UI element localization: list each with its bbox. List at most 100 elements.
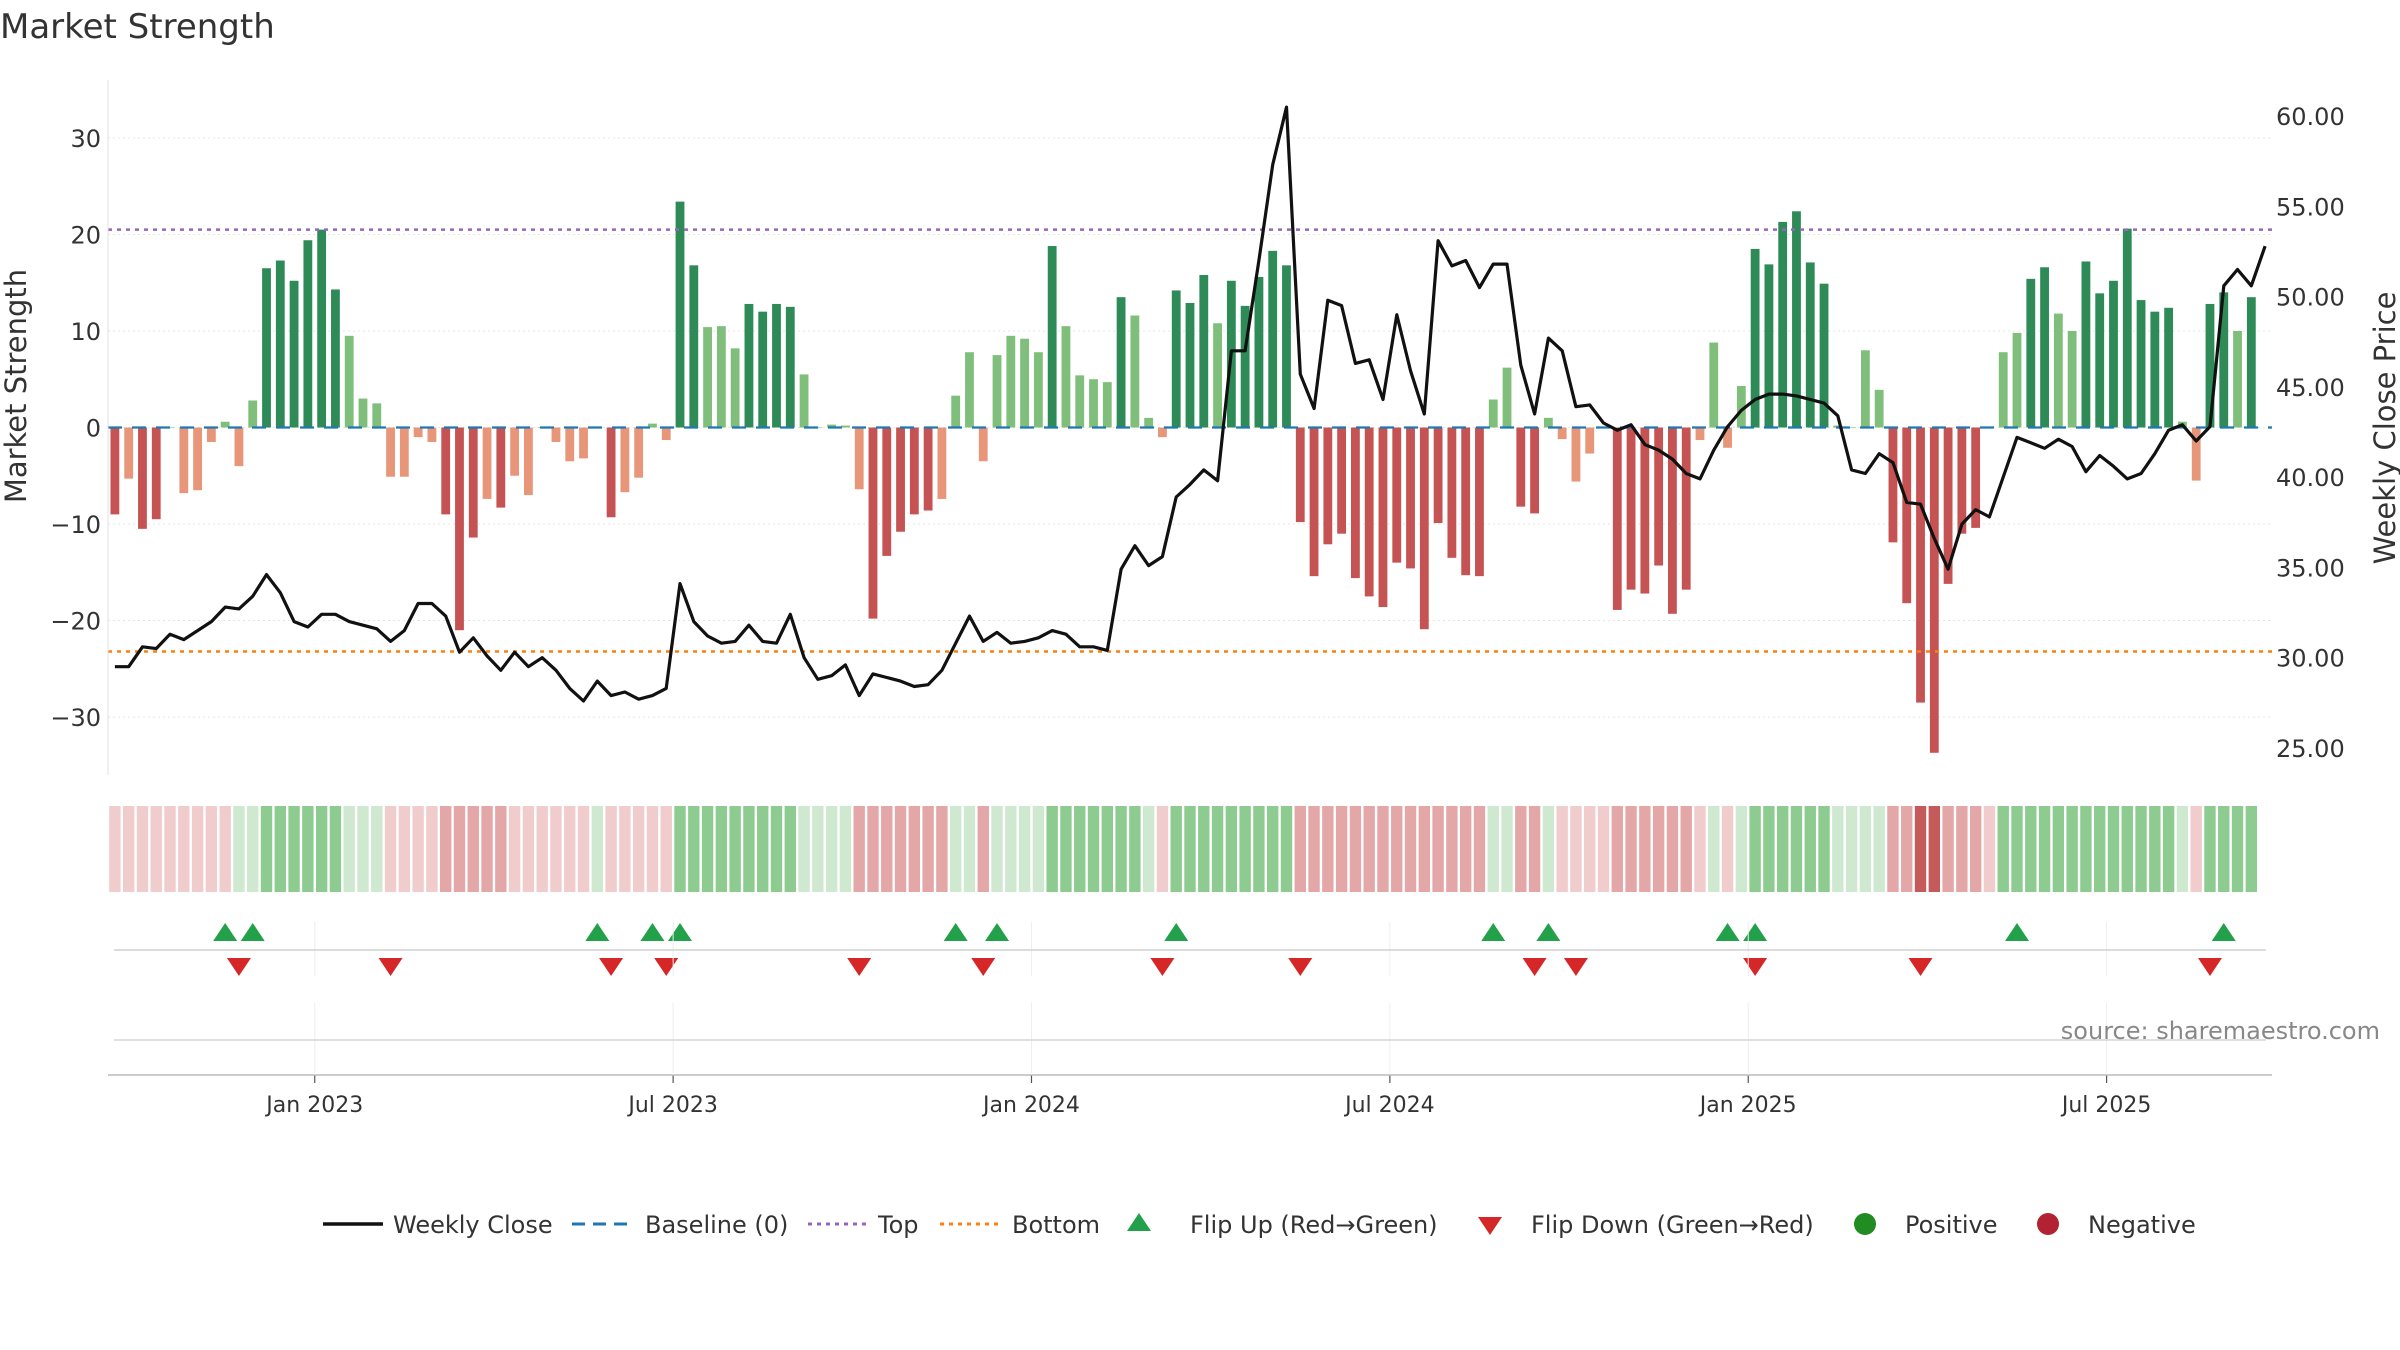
regime-cell <box>1873 806 1885 892</box>
x-tick-label: Jul 2025 <box>2060 1093 2152 1118</box>
strength-bar <box>1089 379 1098 428</box>
regime-cell <box>1487 806 1499 892</box>
regime-cell <box>2176 806 2189 892</box>
strength-bar <box>1364 427 1374 597</box>
regime-cell <box>302 806 314 892</box>
flip-up-triangle-icon <box>2211 923 2236 941</box>
strength-bar <box>234 427 244 467</box>
regime-cell <box>398 806 411 892</box>
regime-cell <box>2121 806 2133 892</box>
strength-bar <box>1723 427 1732 448</box>
strength-bar <box>372 403 382 428</box>
regime-cell <box>1446 806 1458 892</box>
strength-bar <box>179 427 189 494</box>
strength-bar <box>1020 338 1030 428</box>
strength-bar <box>1805 262 1815 428</box>
strength-bar <box>427 427 437 442</box>
flip-up-triangle-icon <box>2005 923 2030 941</box>
strength-bar <box>1681 427 1691 590</box>
regime-cell <box>1115 806 1127 892</box>
regime-cell <box>2011 806 2023 892</box>
strength-bar <box>1819 283 1829 428</box>
legend-negative-dot-icon <box>2037 1213 2059 1235</box>
flip-down-triangle-icon <box>847 958 872 976</box>
regime-cell <box>1556 806 1568 892</box>
strength-bar <box>1957 427 1967 534</box>
strength-bar <box>648 423 657 428</box>
strength-bar <box>1130 315 1140 428</box>
strength-bar <box>1171 290 1181 428</box>
regime-cell <box>908 806 921 892</box>
strength-bar <box>1943 427 1953 584</box>
strength-bar <box>2081 261 2091 428</box>
regime-cell <box>577 806 590 892</box>
strength-bar <box>2136 300 2146 428</box>
flip-up-triangle-icon <box>640 923 665 941</box>
strength-bar <box>1668 427 1677 614</box>
flip-down-triangle-icon <box>1908 958 1933 976</box>
flip-up-triangle-icon <box>943 923 968 941</box>
strength-bar <box>909 427 919 515</box>
x-tick-label: Jul 2024 <box>1343 1093 1435 1118</box>
regime-cell <box>178 806 190 892</box>
regime-cell <box>274 806 286 892</box>
strength-bars <box>110 201 2256 753</box>
strength-bar <box>772 303 781 428</box>
flip-down-triangle-icon <box>1288 958 1313 976</box>
legend-flip-down: Flip Down (Green→Red) <box>1531 1211 1814 1239</box>
strength-bar <box>2040 267 2049 428</box>
flip-up-triangle-icon <box>1536 923 1561 941</box>
regime-cell <box>260 806 273 892</box>
regime-cell <box>136 806 149 892</box>
regime-cell <box>1198 806 1210 892</box>
strength-bar <box>2191 427 2201 481</box>
regime-cell <box>1584 806 1596 892</box>
regime-cell <box>508 806 521 892</box>
regime-cell <box>1294 806 1306 892</box>
strength-bar <box>730 348 740 428</box>
strength-bar <box>151 427 161 520</box>
regime-cell <box>894 806 907 892</box>
strength-bar <box>978 427 988 462</box>
regime-cell <box>1170 806 1182 892</box>
regime-cell <box>1914 806 1927 892</box>
strength-bar <box>2205 303 2215 428</box>
regime-cell <box>1776 806 1789 892</box>
regime-cell <box>522 806 535 892</box>
regime-cell <box>1928 806 1940 892</box>
regime-cell <box>1528 806 1541 892</box>
regime-cell <box>1749 806 1761 892</box>
flip-up-triangle-icon <box>1715 923 1740 941</box>
regime-cell <box>109 806 121 892</box>
regime-cell <box>701 806 714 892</box>
flip-down-triangle-icon <box>1522 958 1547 976</box>
regime-cell <box>922 806 934 892</box>
regime-cell <box>1515 806 1527 892</box>
strength-bar <box>482 427 492 499</box>
regime-cell <box>1832 806 1844 892</box>
strength-bar <box>523 427 533 496</box>
regime-cell <box>646 806 659 892</box>
regime-cell <box>1142 806 1155 892</box>
legend-negative: Negative <box>2088 1211 2196 1239</box>
weekly-close-series <box>114 105 2267 703</box>
strength-bar <box>1406 427 1415 569</box>
strength-bar <box>1874 389 1884 428</box>
strength-bar <box>606 427 616 518</box>
regime-cell <box>1969 806 1982 892</box>
strength-bar <box>193 427 203 491</box>
y-left-tick-label: −20 <box>50 608 101 636</box>
regime-cell <box>1253 806 1265 892</box>
strength-bar <box>2067 330 2077 428</box>
legend-weekly-close: Weekly Close <box>393 1211 553 1239</box>
flip-down-triangle-icon <box>1743 958 1768 976</box>
regime-cell <box>205 806 218 892</box>
regime-cell <box>1322 806 1334 892</box>
legend-positive: Positive <box>1905 1211 1998 1239</box>
flip-up-triangle-icon <box>1481 923 1506 941</box>
regime-cell <box>1887 806 1899 892</box>
flip-up-triangle-icon <box>240 923 265 941</box>
regime-cell <box>591 806 604 892</box>
regime-cell <box>2204 806 2216 892</box>
